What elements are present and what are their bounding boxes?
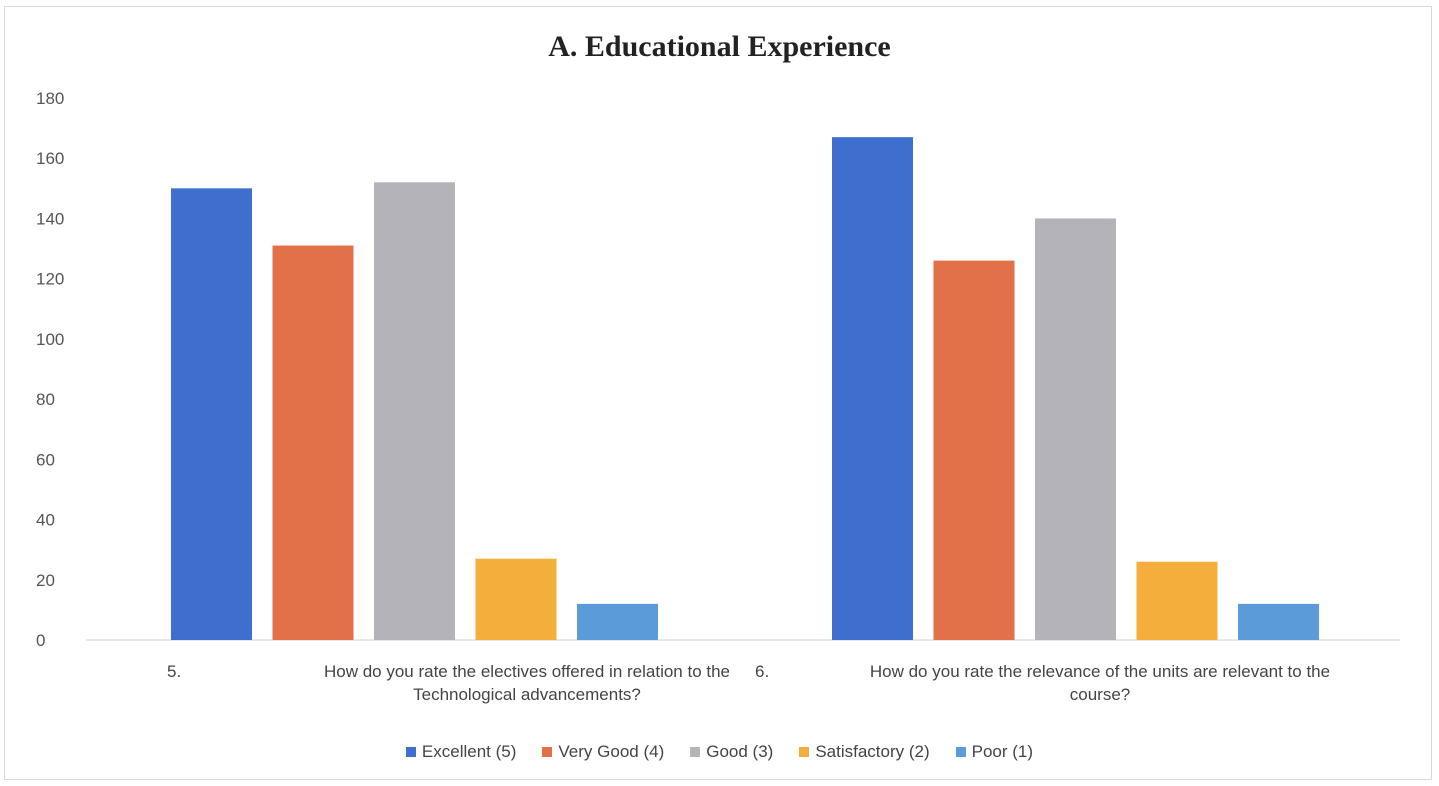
legend-item-satisfactory: Satisfactory (2) (799, 742, 930, 762)
legend-item-good: Good (3) (690, 742, 773, 762)
legend-swatch (542, 747, 553, 757)
bar (1136, 561, 1218, 640)
legend-swatch (955, 747, 966, 757)
category-line1: How do you rate the relevance of the uni… (869, 662, 1331, 681)
bar (1035, 218, 1116, 640)
y-tick-label: 40 (36, 511, 55, 530)
category-number: 5. (167, 662, 182, 681)
legend: Excellent (5) Very Good (4) Good (3) Sat… (0, 742, 1439, 762)
y-tick-label: 80 (36, 390, 55, 409)
legend-swatch (799, 747, 810, 757)
y-axis-ticks: 0 20 40 60 80 100 120 140 160 180 (36, 89, 64, 650)
legend-label: Poor (1) (971, 742, 1034, 761)
legend-label: Excellent (5) (421, 742, 517, 761)
bars-group (171, 137, 1319, 641)
bar (272, 245, 354, 641)
bar (933, 260, 1015, 640)
y-tick-label: 60 (36, 450, 55, 469)
legend-item-excellent: Excellent (5) (405, 742, 517, 762)
legend-swatch (405, 747, 416, 757)
legend-label: Satisfactory (2) (815, 742, 930, 761)
legend-label: Good (3) (706, 742, 774, 761)
bar (374, 182, 455, 641)
y-tick-label: 20 (36, 571, 55, 590)
bar (171, 188, 252, 641)
category-line1: How do you rate the electives offered in… (323, 662, 731, 681)
category-label-1: 6. How do you rate the relevance of the … (755, 660, 1405, 706)
bar (475, 558, 557, 640)
bar (832, 137, 913, 640)
legend-item-very-good: Very Good (4) (542, 742, 664, 762)
bar (577, 603, 658, 640)
legend-item-poor: Poor (1) (955, 742, 1034, 762)
y-tick-label: 180 (36, 89, 64, 108)
category-label-0: 5. How do you rate the electives offered… (167, 660, 847, 706)
category-line2: course? (1069, 685, 1131, 704)
y-tick-label: 100 (36, 330, 64, 349)
bar (1238, 603, 1319, 640)
y-tick-label: 0 (36, 631, 45, 650)
chart-title: A. Educational Experience (548, 30, 891, 63)
legend-label: Very Good (4) (558, 742, 665, 761)
category-number: 6. (755, 662, 770, 681)
legend-swatch (690, 747, 701, 757)
y-tick-label: 140 (36, 209, 64, 228)
y-tick-label: 120 (36, 270, 64, 289)
category-line2: Technological advancements? (413, 685, 641, 704)
y-tick-label: 160 (36, 149, 64, 168)
